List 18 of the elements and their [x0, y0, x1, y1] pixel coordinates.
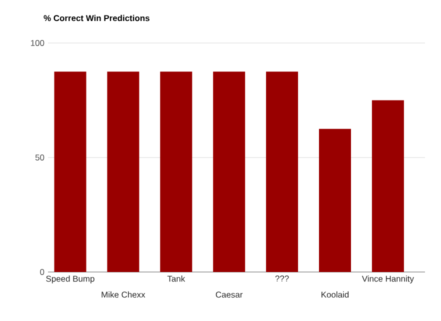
- x-tick-label: Vince Hannity: [362, 276, 414, 284]
- bar: [107, 72, 140, 272]
- x-tick-label: ???: [275, 276, 289, 282]
- bar: [318, 128, 351, 272]
- bar: [160, 72, 192, 272]
- bar: [54, 72, 86, 272]
- y-tick-label: 50: [35, 154, 44, 160]
- x-tick-label: Tank: [167, 276, 186, 282]
- y-tick-label: 100: [30, 40, 44, 46]
- bar: [266, 72, 298, 272]
- chart-title: % Correct Win Predictions: [44, 14, 150, 22]
- x-tick-label: Mike Chexx: [102, 291, 146, 298]
- bar: [372, 100, 404, 272]
- x-tick-label: Koolaid: [322, 291, 349, 298]
- x-tick-label: Caesar: [216, 292, 243, 298]
- x-tick-label: Speed Bump: [46, 276, 94, 284]
- y-tick-label: 0: [40, 269, 44, 275]
- bar: [213, 72, 246, 272]
